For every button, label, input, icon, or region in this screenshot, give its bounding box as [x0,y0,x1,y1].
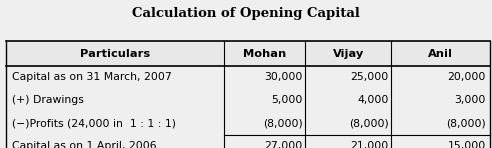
Text: 25,000: 25,000 [350,72,389,82]
Text: Capital as on 31 March, 2007: Capital as on 31 March, 2007 [12,72,172,82]
Text: Calculation of Opening Capital: Calculation of Opening Capital [132,7,360,20]
Text: 15,000: 15,000 [447,141,486,148]
Text: Mohan: Mohan [243,49,286,59]
Text: 5,000: 5,000 [271,95,303,105]
Text: (+) Drawings: (+) Drawings [12,95,84,105]
Text: 3,000: 3,000 [454,95,486,105]
Text: 20,000: 20,000 [447,72,486,82]
Text: (8,000): (8,000) [263,118,303,128]
Text: 27,000: 27,000 [264,141,303,148]
Text: Capital as on 1 April, 2006: Capital as on 1 April, 2006 [12,141,156,148]
Text: 30,000: 30,000 [264,72,303,82]
Text: Vijay: Vijay [333,49,364,59]
Text: (8,000): (8,000) [446,118,486,128]
Text: Particulars: Particulars [80,49,150,59]
Text: 4,000: 4,000 [357,95,389,105]
Text: (8,000): (8,000) [349,118,389,128]
Text: (−)Profits (24,000 in  1 : 1 : 1): (−)Profits (24,000 in 1 : 1 : 1) [12,118,176,128]
Text: Anil: Anil [428,49,453,59]
Bar [6,41,490,66]
Text: 21,000: 21,000 [350,141,389,148]
